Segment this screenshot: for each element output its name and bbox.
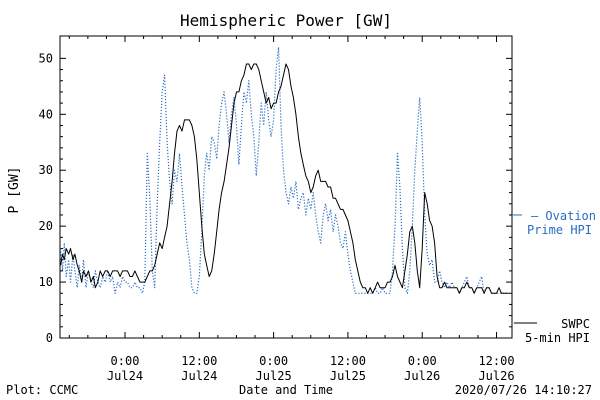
- x-axis: 0:00Jul2412:00Jul240:00Jul2512:00Jul250:…: [68, 36, 515, 383]
- x-tick-time: 0:00: [408, 354, 437, 368]
- x-tick-day: Jul26: [478, 369, 514, 383]
- plot-timestamp: 2020/07/26 14:10:27: [455, 383, 592, 397]
- plot-credit: Plot: CCMC: [6, 383, 78, 397]
- y-axis: 0 10 20 30 40 50: [39, 51, 512, 345]
- series-line-ovation: [60, 46, 509, 294]
- y-tick-label: 40: [39, 107, 53, 121]
- y-tick-label: 0: [46, 331, 53, 345]
- plot-frame: [59, 35, 513, 339]
- x-tick-time: 12:00: [478, 354, 514, 368]
- legend-ovation-label-2: Prime HPI: [527, 223, 592, 237]
- plot-area: [59, 35, 513, 339]
- x-tick-day: Jul24: [181, 369, 217, 383]
- y-tick-label: 30: [39, 163, 53, 177]
- y-tick-label: 50: [39, 51, 53, 65]
- y-tick-label: 20: [39, 219, 53, 233]
- x-tick-time: 12:00: [181, 354, 217, 368]
- x-tick-day: Jul26: [404, 369, 440, 383]
- y-tick-label: 10: [39, 275, 53, 289]
- series-line-swpc: [60, 63, 509, 294]
- y-axis-label: P [GW]: [7, 167, 22, 214]
- legend-ovation-label-1: — Ovation: [531, 209, 596, 223]
- x-tick-day: Jul25: [330, 369, 366, 383]
- legend-swpc-label-1: SWPC: [561, 317, 590, 331]
- x-axis-label: Date and Time: [239, 383, 333, 397]
- x-tick-day: Jul24: [107, 369, 143, 383]
- legend-swpc-label-2: 5-min HPI: [525, 331, 590, 345]
- chart-title: Hemispheric Power [GW]: [180, 11, 392, 30]
- series-layer: [60, 46, 509, 294]
- x-tick-time: 0:00: [259, 354, 288, 368]
- x-tick-time: 0:00: [111, 354, 140, 368]
- x-tick-day: Jul25: [256, 369, 292, 383]
- x-tick-time: 12:00: [330, 354, 366, 368]
